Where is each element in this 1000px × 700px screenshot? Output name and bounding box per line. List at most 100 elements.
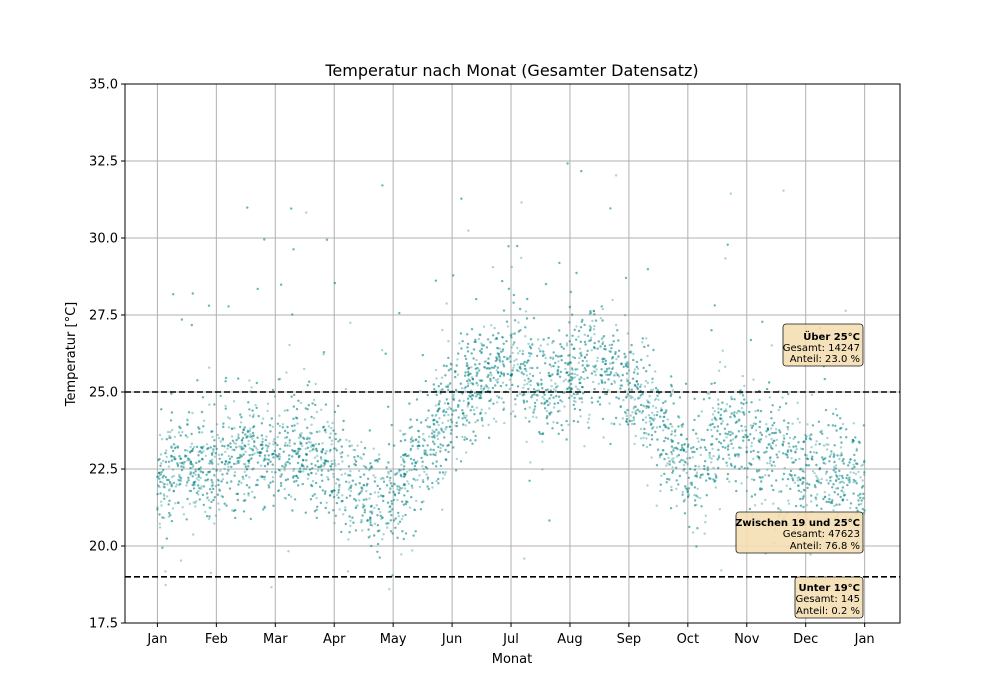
- data-point: [273, 395, 277, 398]
- data-point: [841, 498, 845, 501]
- data-point: [460, 387, 464, 390]
- data-point: [288, 439, 291, 442]
- data-point: [628, 381, 631, 385]
- data-point: [172, 490, 175, 493]
- data-point: [760, 480, 763, 483]
- data-point: [223, 445, 226, 448]
- data-point: [248, 458, 252, 461]
- data-point: [210, 485, 213, 488]
- data-point: [545, 409, 548, 413]
- data-point: [720, 569, 723, 572]
- data-point: [656, 394, 659, 397]
- data-point: [381, 516, 384, 519]
- data-point: [575, 393, 578, 396]
- data-point: [211, 435, 214, 439]
- data-point: [290, 395, 293, 398]
- data-point: [205, 479, 209, 482]
- data-point: [721, 349, 724, 352]
- data-point: [647, 414, 651, 417]
- data-point: [681, 447, 684, 450]
- data-point: [568, 321, 571, 324]
- data-point: [840, 441, 843, 444]
- data-point: [232, 400, 236, 403]
- data-point: [613, 381, 617, 384]
- data-point: [365, 498, 368, 501]
- data-point: [243, 492, 246, 496]
- data-point: [455, 457, 458, 461]
- data-point: [593, 341, 596, 345]
- data-point: [657, 398, 660, 401]
- data-point: [178, 455, 181, 458]
- data-point: [476, 419, 479, 422]
- data-point: [417, 441, 420, 444]
- data-point: [200, 410, 204, 414]
- data-point: [753, 493, 757, 496]
- data-point: [302, 467, 306, 471]
- data-point: [341, 499, 344, 503]
- data-point: [607, 378, 610, 381]
- data-point: [174, 457, 177, 461]
- data-point: [356, 455, 360, 458]
- data-point: [532, 316, 536, 320]
- data-point: [800, 447, 803, 450]
- data-point: [738, 418, 741, 421]
- data-point: [797, 484, 800, 487]
- data-point: [345, 438, 348, 442]
- data-point: [690, 483, 694, 486]
- data-point: [768, 462, 772, 465]
- data-point: [188, 502, 191, 505]
- data-point: [501, 381, 505, 384]
- data-point: [276, 435, 279, 439]
- data-point: [263, 505, 266, 508]
- data-point: [852, 463, 855, 466]
- data-point: [411, 439, 414, 443]
- data-point: [325, 449, 328, 453]
- data-point: [204, 510, 207, 514]
- data-point: [543, 407, 547, 410]
- data-point: [433, 423, 436, 426]
- data-point: [716, 429, 719, 433]
- data-point: [167, 460, 171, 463]
- data-point: [421, 353, 424, 357]
- data-point: [378, 556, 381, 559]
- data-point: [220, 494, 223, 498]
- data-point: [608, 343, 611, 347]
- data-point: [211, 461, 214, 464]
- data-point: [805, 454, 808, 457]
- data-point: [727, 453, 730, 456]
- data-point: [209, 446, 212, 449]
- data-point: [702, 398, 706, 401]
- data-point: [221, 495, 224, 499]
- data-point: [207, 304, 211, 307]
- data-point: [459, 332, 463, 335]
- data-point: [763, 451, 766, 454]
- data-point: [666, 453, 669, 456]
- data-point: [560, 424, 563, 427]
- data-point: [269, 460, 272, 463]
- data-point: [511, 369, 514, 372]
- data-point: [821, 432, 824, 435]
- data-point: [227, 426, 231, 429]
- data-point: [170, 392, 173, 395]
- data-point: [330, 439, 334, 442]
- data-point: [361, 529, 364, 532]
- data-point: [618, 375, 621, 378]
- data-point: [502, 374, 506, 377]
- data-point: [675, 455, 679, 458]
- data-point: [159, 480, 162, 483]
- data-point: [722, 457, 725, 461]
- data-point: [666, 462, 669, 465]
- data-point: [556, 401, 560, 405]
- data-point: [801, 469, 804, 473]
- data-point: [440, 376, 444, 379]
- data-point: [160, 462, 163, 465]
- data-point: [712, 466, 715, 469]
- data-point: [578, 381, 581, 385]
- data-point: [710, 382, 713, 385]
- data-point: [836, 454, 839, 457]
- data-point: [315, 496, 318, 500]
- data-point: [332, 472, 335, 476]
- data-point: [452, 393, 455, 396]
- data-point: [279, 481, 283, 485]
- data-point: [224, 380, 227, 383]
